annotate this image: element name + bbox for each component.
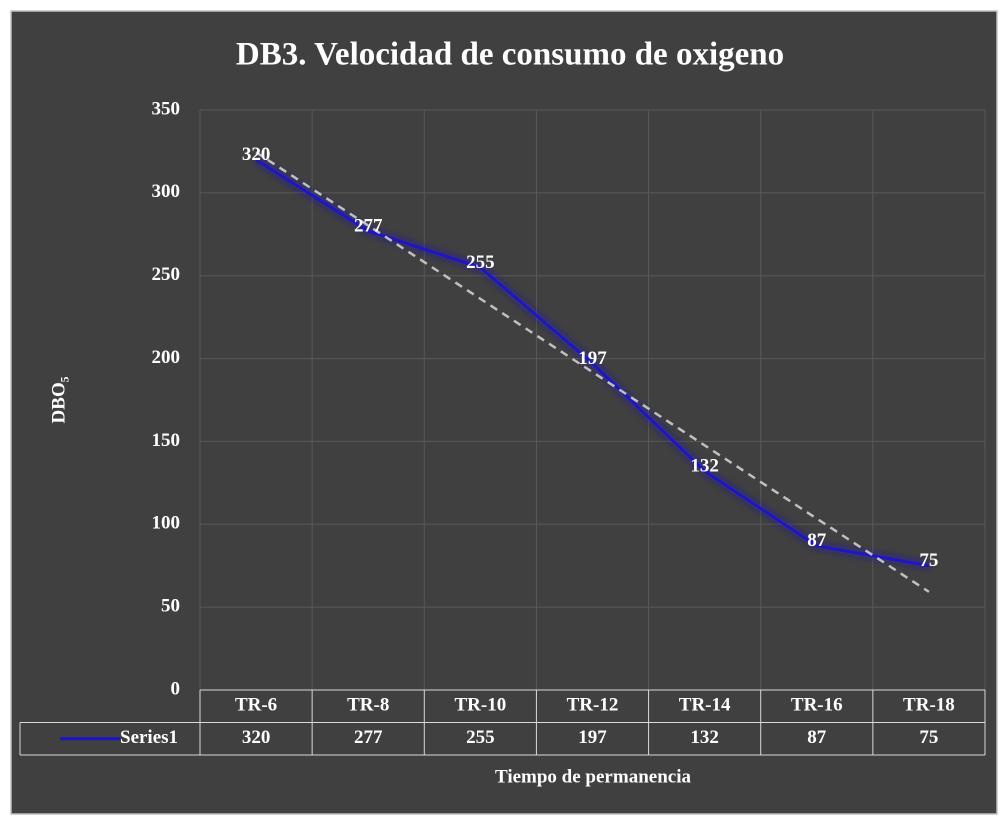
x-tick-label: TR-18: [903, 695, 955, 716]
y-tick-label: 50: [161, 596, 180, 617]
y-tick-label: 250: [152, 264, 181, 285]
table-value: 132: [690, 727, 719, 748]
trendline: [255, 151, 930, 593]
x-tick-label: TR-16: [791, 695, 843, 716]
x-tick-label: TR-8: [347, 695, 389, 716]
x-tick-label: TR-10: [454, 695, 506, 716]
legend-label: Series1: [120, 727, 178, 748]
y-tick-label: 300: [152, 181, 181, 202]
data-label: 320: [242, 144, 271, 165]
data-label: 87: [807, 530, 827, 551]
data-label: 197: [578, 348, 607, 369]
table-value: 87: [807, 727, 827, 748]
y-tick-label: 100: [152, 513, 181, 534]
x-tick-label: TR-6: [235, 695, 277, 716]
data-label: 277: [354, 215, 383, 236]
x-axis-label: Tiempo de permanencia: [495, 766, 691, 787]
chart-area: [10, 10, 998, 815]
y-tick-label: 350: [152, 98, 181, 119]
y-axis-label: DBO₅: [48, 376, 69, 423]
x-tick-label: TR-14: [679, 695, 731, 716]
table-value: 197: [578, 727, 607, 748]
table-value: 255: [466, 727, 495, 748]
y-tick-label: 200: [152, 347, 181, 368]
data-label: 75: [919, 550, 938, 571]
data-label: 132: [690, 456, 719, 477]
data-label: 255: [466, 252, 495, 273]
series-line: [255, 158, 930, 568]
y-tick-label: 0: [171, 678, 181, 699]
x-tick-label: TR-12: [567, 695, 619, 716]
table-value: 320: [242, 727, 271, 748]
y-tick-label: 150: [152, 430, 181, 451]
table-value: 277: [354, 727, 383, 748]
table-value: 75: [919, 727, 938, 748]
chart-title: DB3. Velocidad de consumo de oxigeno: [236, 37, 784, 73]
